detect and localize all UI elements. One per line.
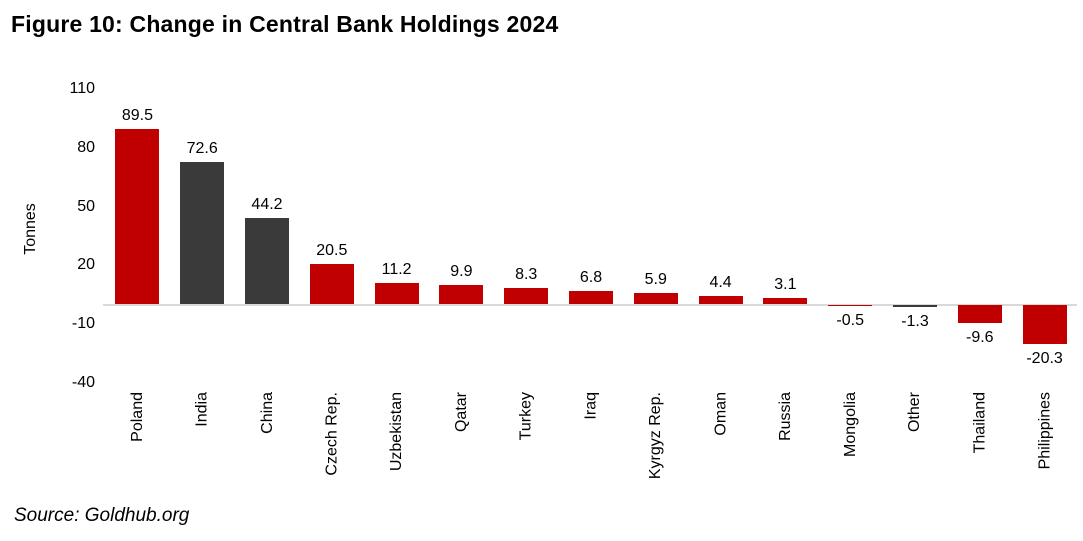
zero-axis-line [103,303,1077,306]
y-tick-label: 20 [77,256,95,274]
bar-other [893,304,937,308]
bar-thailand [957,304,1002,324]
x-tick-label: Qatar [429,392,494,514]
x-tick-label: Turkey [494,392,559,514]
x-tick-label: Philippines [1012,392,1077,514]
value-label: 89.5 [121,107,153,125]
x-tick-label: Russia [753,392,818,514]
x-tick-label: Other [883,392,948,514]
value-label: -9.6 [966,329,994,347]
y-tick-label: 80 [77,138,95,156]
value-label: 72.6 [186,140,218,158]
x-tick-label: Thailand [947,392,1012,514]
x-tick-label: Uzbekistan [364,392,429,514]
x-tick-label-text: Uzbekistan [388,392,406,472]
value-label: 8.3 [515,266,538,284]
bar-oman [698,295,743,305]
bar-uzbekistan [374,282,419,305]
bar-qatar [439,285,484,305]
y-tick-label: -10 [71,315,95,333]
x-tick-label-text: Thailand [971,392,989,454]
x-tick-label-text: Iraq [582,392,600,420]
value-label: 6.8 [579,269,603,287]
bar-iraq [569,291,613,305]
figure-title: Figure 10: Change in Central Bank Holdin… [11,11,559,37]
value-label: -1.3 [901,313,929,331]
bar-russia [763,298,808,305]
bar-india [180,162,225,305]
value-label: 3.1 [774,276,797,294]
bar-kyrgyz-rep [633,292,678,305]
bar-czech-rep [309,264,354,305]
value-label: -20.3 [1026,350,1063,368]
value-label: -0.5 [836,311,864,329]
y-tick-label: -40 [71,373,95,391]
x-tick-label-text: Czech Rep. [323,392,341,476]
x-tick-label: Iraq [559,392,624,514]
x-tick-label: Poland [105,392,170,514]
y-tick-label: 50 [77,197,95,215]
y-tick-label: 110 [69,79,95,97]
value-label: 9.9 [450,263,473,281]
x-tick-label-text: Russia [776,392,794,441]
x-tick-label: Kyrgyz Rep. [623,392,688,514]
bar-mongolia [828,304,873,306]
bar-turkey [504,288,549,305]
bar-poland [115,129,160,305]
x-tick-label-text: Turkey [517,392,535,441]
x-tick-label-text: Mongolia [841,392,859,457]
value-label: 5.9 [644,270,667,288]
x-tick-label-text: Philippines [1036,392,1054,470]
value-label: 44.2 [251,195,283,213]
bar-china [245,217,289,305]
value-label: 20.5 [316,242,348,260]
source-note: Source: Goldhub.org [14,505,190,526]
x-tick-label-text: Kyrgyz Rep. [647,392,665,480]
x-tick-label-text: China [258,392,276,434]
x-tick-label: Oman [688,392,753,514]
value-label: 4.4 [709,273,732,291]
x-tick-label: Mongolia [818,392,883,514]
x-tick-label: China [235,392,300,514]
x-tick-label-text: Poland [128,392,146,442]
x-tick-label-text: Other [906,392,924,433]
value-label: 11.2 [381,260,412,278]
x-tick-label-text: Oman [712,392,730,436]
x-tick-label-text: India [193,392,211,427]
x-tick-label-text: Qatar [452,392,470,433]
x-tick-label: India [170,392,235,514]
bar-philippines [1022,304,1067,345]
x-tick-label: Czech Rep. [299,392,364,514]
